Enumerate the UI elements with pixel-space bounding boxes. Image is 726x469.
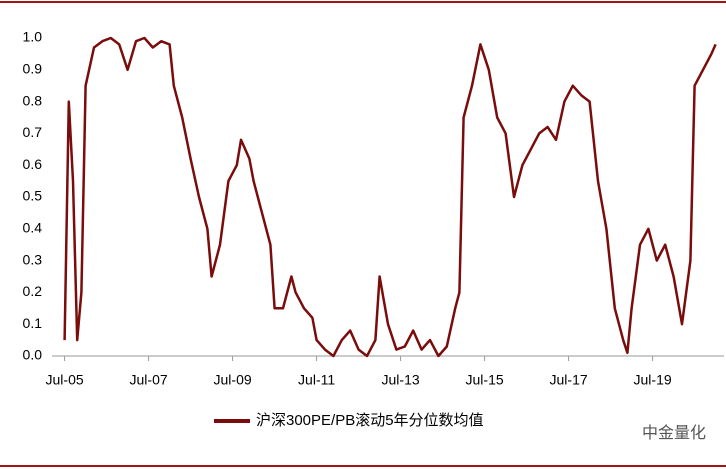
y-tick-label: 0.2	[23, 283, 43, 299]
series-line	[63, 36, 717, 358]
x-tick-label: Jul-15	[466, 372, 504, 388]
y-tick-label: 0.8	[23, 92, 43, 108]
x-tick-label: Jul-07	[130, 372, 168, 388]
legend-label: 沪深300PE/PB滚动5年分位数均值	[256, 412, 484, 429]
y-tick-label: 0.1	[23, 315, 43, 331]
x-tick-label: Jul-05	[46, 372, 84, 388]
y-tick-label: 0.6	[23, 156, 43, 172]
y-tick-label: 0.5	[23, 188, 43, 204]
x-tick-label: Jul-09	[214, 372, 252, 388]
watermark: 中金量化	[642, 424, 706, 442]
x-tick-label: Jul-11	[298, 372, 335, 388]
y-tick-label: 0.9	[23, 61, 43, 77]
y-tick-label: 0.7	[23, 124, 43, 140]
y-tick-label: 0.4	[23, 220, 43, 236]
y-tick-label: 0.0	[23, 347, 43, 363]
x-tick-label: Jul-13	[382, 372, 420, 388]
y-tick-label: 1.0	[23, 29, 43, 45]
x-tick-label: Jul-19	[634, 372, 672, 388]
x-tick-label: Jul-17	[550, 372, 588, 388]
y-tick-label: 0.3	[23, 251, 43, 267]
